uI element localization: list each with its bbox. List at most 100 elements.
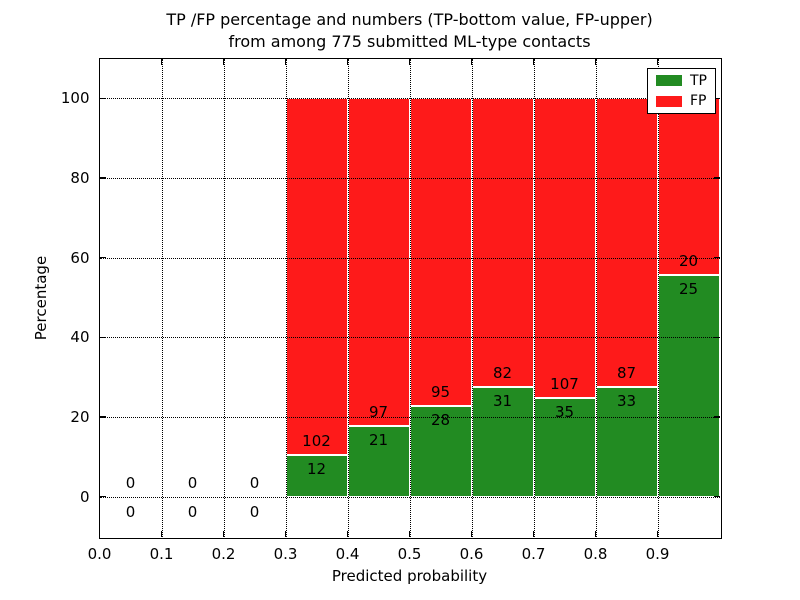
gridline-x <box>223 58 225 537</box>
x-tick-mark <box>656 530 659 537</box>
x-tick-label: 0.8 <box>583 544 608 563</box>
x-tick-label: 0.6 <box>459 544 484 563</box>
legend-label-tp: TP <box>690 72 707 89</box>
gridline-y <box>99 257 720 259</box>
x-tick-label: 0.5 <box>397 544 422 563</box>
bar-segment-tp <box>347 425 410 497</box>
gridline-y <box>99 496 720 498</box>
bar-count-label-fp: 95 <box>430 382 451 401</box>
bar-segment-fp <box>285 98 348 455</box>
y-tick-mark <box>99 177 106 179</box>
bar-count-label-tp: 31 <box>492 392 513 411</box>
plot-area: 0 0 0 0 0 0 102 12 97 21 95 28 82 31 107 35 87 33 20 25 0.0 0… <box>61 57 722 563</box>
x-tick-mark <box>470 530 473 537</box>
x-tick-mark-top <box>160 58 163 65</box>
gridline-x <box>161 58 163 537</box>
x-tick-mark <box>532 530 535 537</box>
x-tick-mark-top <box>408 58 411 65</box>
gridline-x <box>347 58 349 537</box>
plot-inner: 0 0 0 0 0 0 102 12 97 21 95 28 82 31 107 35 87 33 20 25 0.0 0… <box>61 58 720 563</box>
gridline-y <box>99 178 720 179</box>
bar-segment-tp <box>595 387 658 497</box>
gridline-x <box>595 58 597 537</box>
bar-count-label-fp: 20 <box>678 252 699 271</box>
y-tick-label: 60 <box>70 248 90 267</box>
y-tick-label: 0 <box>79 487 90 506</box>
bar-count-label-tp: 35 <box>554 403 575 422</box>
legend-box: TP FP <box>647 68 716 114</box>
x-tick-mark <box>284 530 287 537</box>
y-tick-mark <box>99 336 106 339</box>
x-tick-mark <box>222 530 225 537</box>
bar-segment-fp <box>533 98 596 399</box>
gridline-x <box>533 58 535 537</box>
x-tick-label: 0.9 <box>645 544 670 563</box>
x-tick-mark-top <box>656 58 659 65</box>
gridline-y <box>99 417 720 418</box>
chart-title: TP /FP percentage and numbers (TP-bottom… <box>98 9 721 53</box>
legend-swatch-tp <box>656 75 682 87</box>
bar-count-label-tp: 21 <box>368 430 389 449</box>
y-tick-mark-right <box>713 336 720 339</box>
x-tick-mark <box>594 530 597 537</box>
bar-segment-fp <box>595 98 658 388</box>
x-tick-label: 0.2 <box>211 544 236 563</box>
legend-row: FP <box>656 93 709 111</box>
zero-count-label-tp: 0 <box>187 502 198 521</box>
x-tick-mark <box>160 530 163 537</box>
x-tick-mark-top <box>532 58 535 65</box>
bar-segment-fp <box>657 98 720 276</box>
bar-count-label-tp: 28 <box>430 410 451 429</box>
y-tick-mark-right <box>713 495 720 498</box>
bar-count-label-fp: 97 <box>368 402 389 421</box>
y-tick-mark-right <box>713 416 720 418</box>
x-tick-mark <box>346 530 349 537</box>
x-tick-mark-top <box>346 58 349 65</box>
y-tick-mark-right <box>713 97 720 100</box>
bar-segment-tp <box>657 275 720 497</box>
x-tick-mark-top <box>222 58 225 65</box>
legend-label-fp: FP <box>690 93 707 110</box>
bar-segment-tp <box>471 387 534 497</box>
bar-segment-fp <box>347 98 410 426</box>
x-tick-mark-top <box>594 58 597 65</box>
bar-count-label-fp: 87 <box>616 364 637 383</box>
y-tick-label: 40 <box>70 328 90 347</box>
y-tick-mark-right <box>713 256 720 259</box>
y-tick-mark <box>99 97 106 100</box>
gridline-x <box>409 58 411 537</box>
x-tick-mark-top <box>470 58 473 65</box>
gridline-y <box>99 337 720 339</box>
y-tick-label: 20 <box>70 408 90 426</box>
gridline-y <box>99 98 720 100</box>
bar-count-label-fp: 82 <box>492 364 513 383</box>
x-tick-label: 0.1 <box>149 544 174 563</box>
x-tick-label: 0.4 <box>335 544 360 563</box>
y-tick-label: 100 <box>60 89 90 108</box>
bar-count-label-fp: 102 <box>302 431 331 450</box>
bar-count-label-tp: 33 <box>616 392 637 411</box>
bar-count-label-fp: 107 <box>550 375 579 394</box>
x-axis-label: Predicted probability <box>331 567 488 585</box>
y-tick-mark <box>99 256 106 259</box>
zero-count-label-tp: 0 <box>125 502 136 521</box>
gridline-x <box>471 58 473 537</box>
chart-title-line1: TP /FP percentage and numbers (TP-bottom… <box>166 10 653 29</box>
bar-segment-fp <box>409 98 472 406</box>
legend-swatch-fp <box>656 95 682 107</box>
zero-count-label-fp: 0 <box>187 473 198 492</box>
zero-count-label-fp: 0 <box>249 473 260 492</box>
bar-segment-fp <box>471 98 534 388</box>
y-tick-mark <box>99 495 106 498</box>
x-tick-mark <box>408 530 411 537</box>
gridline-x <box>657 58 659 537</box>
bar-count-label-tp: 12 <box>306 459 327 478</box>
y-axis-label: Percentage <box>32 255 50 341</box>
x-tick-label: 0.3 <box>273 544 298 563</box>
gridline-x <box>285 58 287 537</box>
x-tick-mark-top <box>284 58 287 65</box>
chart-title-line2: from among 775 submitted ML-type contact… <box>228 32 591 51</box>
x-tick-label: 0.0 <box>87 544 112 563</box>
bar-count-label-tp: 25 <box>678 280 699 299</box>
